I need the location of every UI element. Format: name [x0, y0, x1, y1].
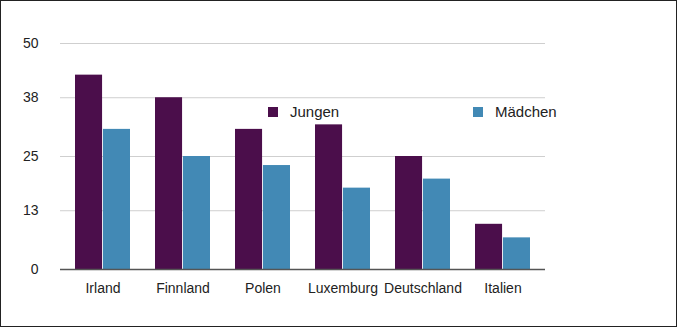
- svg-text:Irland: Irland: [85, 280, 120, 296]
- svg-text:50: 50: [23, 35, 39, 51]
- svg-text:25: 25: [23, 148, 39, 164]
- svg-text:0: 0: [31, 261, 39, 277]
- svg-text:38: 38: [23, 89, 39, 105]
- html-text:Mädchen: Mädchen: [495, 103, 557, 120]
- html-text:Jungen: Jungen: [290, 103, 340, 120]
- svg-text:Italien: Italien: [484, 280, 521, 296]
- svg-text:Finnland: Finnland: [156, 280, 210, 296]
- svg-text:Deutschland: Deutschland: [384, 280, 462, 296]
- svg-text:Polen: Polen: [245, 280, 281, 296]
- svg-text:Luxemburg: Luxemburg: [308, 280, 378, 296]
- svg-text:13: 13: [23, 202, 39, 218]
